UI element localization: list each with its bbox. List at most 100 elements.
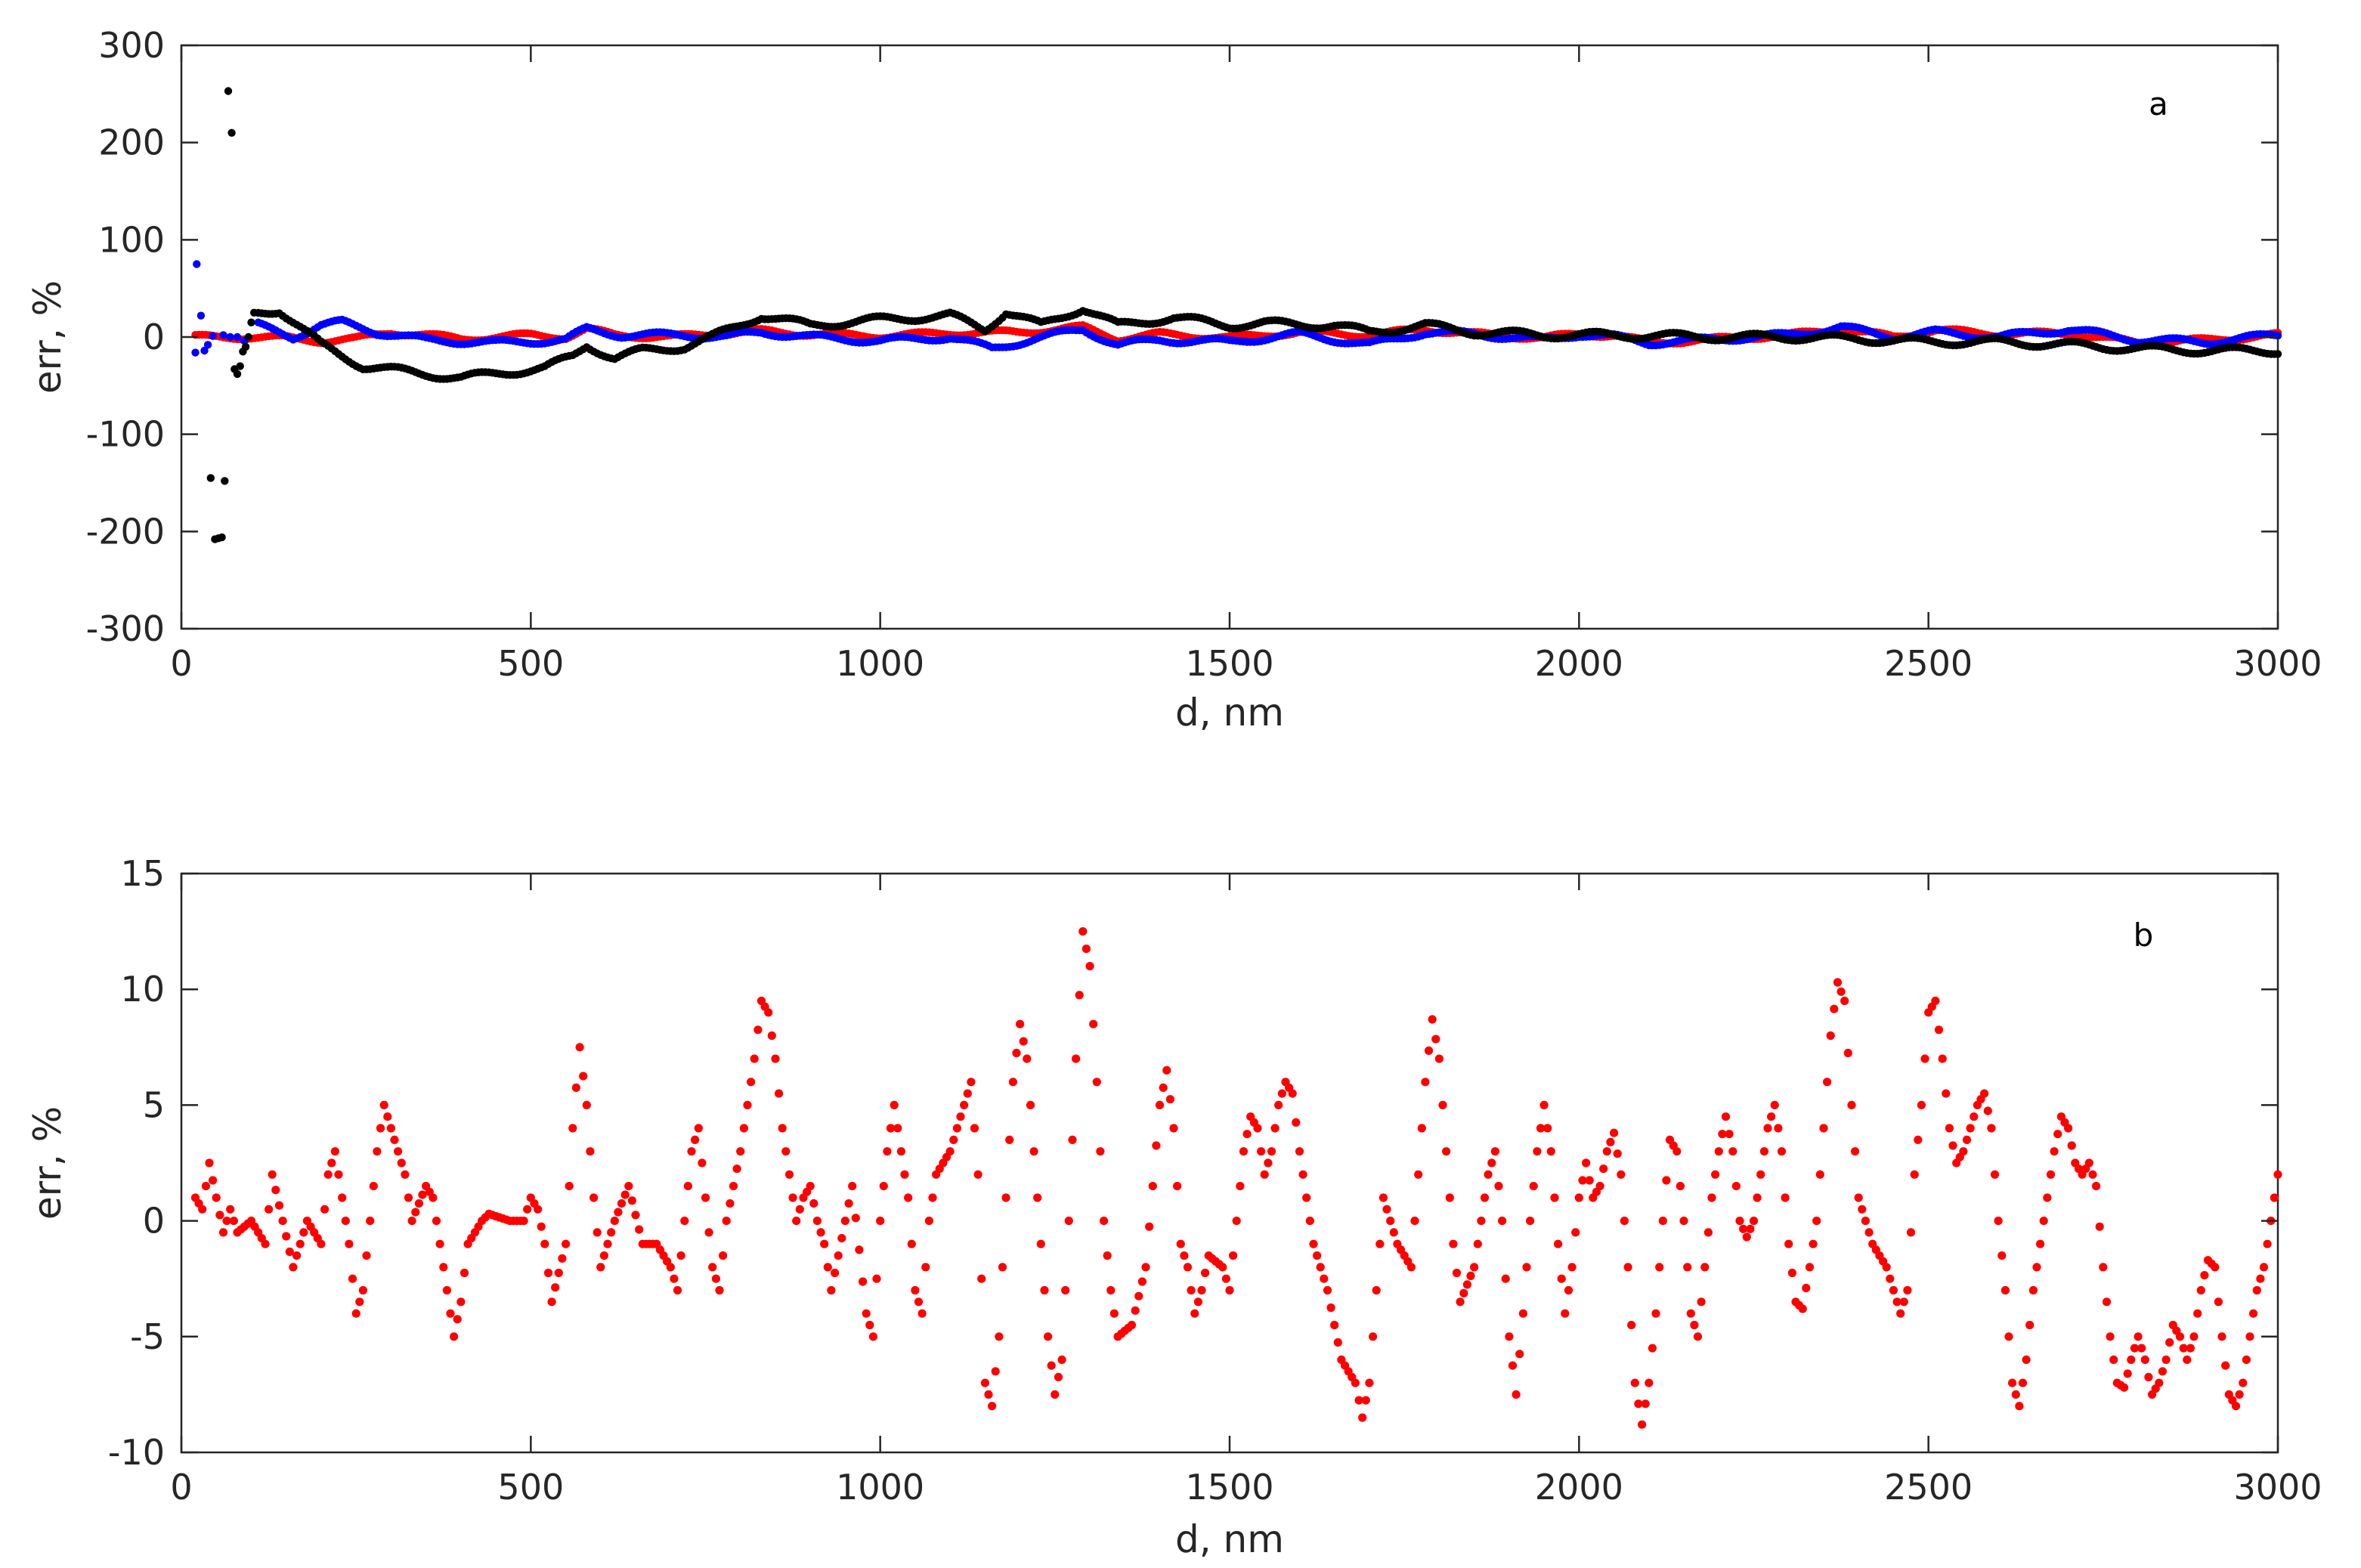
data-point (1753, 1193, 1762, 1202)
data-point (1847, 1100, 1856, 1109)
data-point (241, 342, 250, 351)
data-point (2046, 1170, 2056, 1179)
data-point (1798, 1304, 1807, 1313)
data-point (823, 1263, 832, 1272)
data-point (2084, 1158, 2093, 1167)
data-point (1406, 1263, 1416, 1272)
data-point (229, 1217, 238, 1226)
data-point (1061, 1285, 1070, 1295)
data-point (2130, 1344, 2139, 1353)
data-point (1501, 1274, 1510, 1283)
data-point (366, 1217, 375, 1226)
data-point (2214, 1297, 2223, 1307)
data-point (1802, 1283, 1811, 1293)
data-point (963, 1089, 972, 1098)
data-point (1554, 1239, 1563, 1248)
data-point (1165, 1095, 1174, 1104)
panel-a-ytick-label: 100 (98, 219, 165, 260)
data-point (1302, 1193, 1311, 1202)
data-point (1487, 1158, 1496, 1167)
data-point (1473, 1239, 1482, 1248)
data-point (2273, 332, 2282, 340)
panel-b-xtick-label: 0 (170, 1467, 192, 1508)
data-point (2053, 1130, 2062, 1139)
data-point (453, 1315, 462, 1324)
data-point (1320, 1274, 1329, 1283)
data-point (1599, 1164, 1608, 1174)
data-point (1700, 1263, 1710, 1272)
data-point (1012, 1048, 1021, 1058)
data-point (338, 1193, 347, 1202)
data-point (1159, 1083, 1168, 1092)
panel-b-xtick-label: 500 (497, 1467, 564, 1508)
data-point (1354, 1396, 1363, 1405)
data-point (2158, 1367, 2167, 1376)
data-point (1428, 1015, 1437, 1024)
data-point (450, 1332, 459, 1341)
data-point (537, 1222, 546, 1231)
data-point (1242, 1130, 1252, 1139)
data-point (1155, 1100, 1165, 1109)
data-point (268, 1170, 277, 1179)
data-point (2259, 1263, 2269, 1272)
data-point (2134, 1332, 2143, 1341)
data-point (1686, 1309, 1695, 1318)
data-point (1623, 1263, 1632, 1272)
data-point (1326, 1303, 1335, 1313)
data-point (274, 1201, 284, 1210)
data-point (198, 1205, 207, 1214)
data-point (1582, 1158, 1591, 1167)
data-point (418, 1190, 427, 1199)
data-point (547, 1297, 556, 1307)
data-point (1679, 1217, 1688, 1226)
data-point (1316, 1263, 1325, 1272)
data-point (226, 1205, 235, 1214)
data-point (432, 1217, 441, 1226)
data-point (206, 474, 215, 482)
data-point (1197, 1285, 1206, 1295)
data-point (614, 1208, 623, 1217)
data-point (876, 1217, 885, 1226)
data-point (1533, 1147, 1542, 1156)
data-point (1386, 1217, 1395, 1226)
data-point (1438, 1100, 1447, 1109)
data-point (1522, 1263, 1531, 1272)
panel-b-ytick-label: 5 (143, 1084, 165, 1125)
panel-a-xtick-label: 2500 (1884, 643, 1973, 684)
data-point (1424, 1046, 1434, 1055)
data-point (2165, 1338, 2174, 1347)
data-point (1899, 1297, 1908, 1307)
data-point (2102, 1297, 2112, 1307)
data-point (617, 1199, 627, 1208)
data-point (233, 370, 242, 379)
data-point (191, 348, 200, 357)
panel-a-xtick-label: 2000 (1535, 643, 1623, 684)
data-point (2242, 1355, 2251, 1364)
data-point (565, 1182, 574, 1191)
data-point (1016, 1019, 1025, 1028)
data-point (323, 1170, 333, 1179)
data-point (1711, 1170, 1720, 1179)
data-point (883, 1147, 892, 1156)
data-point (2120, 1383, 2129, 1392)
data-point (2025, 1320, 2035, 1330)
data-point (844, 1199, 853, 1208)
data-point (624, 1182, 633, 1191)
data-point (1721, 1112, 1731, 1121)
data-point (1092, 1078, 1101, 1087)
data-point (289, 1263, 298, 1272)
data-point (1781, 1193, 1790, 1202)
data-point (1305, 1217, 1314, 1226)
data-point (1606, 1137, 1615, 1146)
data-point (1292, 1118, 1301, 1127)
data-point (1029, 1147, 1038, 1156)
data-point (1201, 1268, 1210, 1278)
data-point (1470, 1263, 1479, 1272)
data-point (1019, 1037, 1028, 1046)
data-point (1047, 1361, 1056, 1370)
data-point (806, 1182, 815, 1191)
panel-a-ytick-label: -300 (86, 608, 165, 649)
panel-b-points (190, 927, 2282, 1429)
data-point (1270, 1124, 1280, 1133)
data-point (1826, 1031, 1835, 1041)
